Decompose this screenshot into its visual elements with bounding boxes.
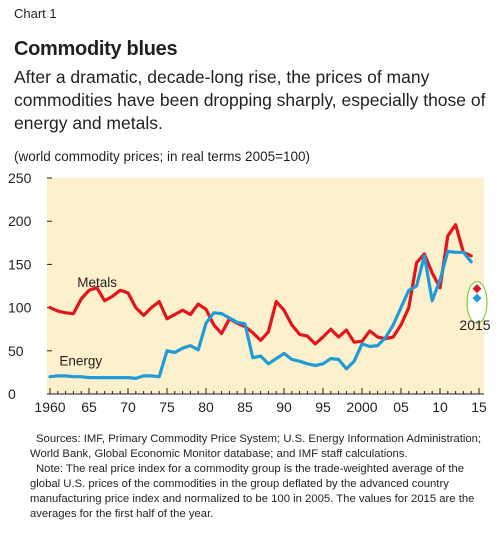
highlight-point-metals	[472, 284, 482, 294]
x-tick-label: 75	[159, 399, 175, 415]
chart-number: Chart 1	[14, 6, 57, 21]
y-tick-label: 100	[8, 300, 32, 316]
highlight-point-energy	[472, 293, 482, 303]
x-tick-label: 05	[393, 399, 409, 415]
commodity-price-chart: 0 50 100 150 200 250 1960 65 70 75 80 85 90 95 2000 05 1…	[8, 170, 491, 415]
x-tick-label: 15	[471, 399, 487, 415]
x-tick-label: 85	[237, 399, 253, 415]
chart-title: Commodity blues	[14, 38, 178, 60]
chart-notes: Sources: IMF, Primary Commodity Price Sy…	[30, 432, 492, 522]
x-tick-label: 10	[432, 399, 448, 415]
x-tick-label: 1960	[34, 399, 65, 415]
series-line-metals	[48, 223, 473, 346]
sources-text: Sources: IMF, Primary Commodity Price Sy…	[30, 433, 482, 460]
note-text: Note: The real price index for a commodi…	[30, 463, 475, 520]
y-tick-label: 250	[8, 170, 32, 186]
series-line-energy	[48, 249, 473, 380]
y-tick-label: 200	[8, 213, 32, 229]
x-tick-label: 2000	[346, 399, 377, 415]
series-label-energy: Energy	[59, 353, 102, 368]
x-tick-label: 70	[120, 399, 136, 415]
units-note: (world commodity prices; in real terms 2…	[14, 149, 310, 164]
x-tick-label: 65	[81, 399, 97, 415]
x-tick-label: 90	[276, 399, 292, 415]
y-tick-label: 50	[8, 343, 24, 359]
x-tick-label: 95	[315, 399, 331, 415]
series-label-metals: Metals	[77, 275, 117, 290]
y-tick-label: 150	[8, 256, 32, 272]
y-tick-label: 0	[8, 386, 16, 402]
highlight-2015-label: 2015	[459, 317, 490, 333]
x-tick-label: 80	[198, 399, 214, 415]
chart-subtitle: After a dramatic, decade-long rise, the …	[14, 67, 486, 133]
